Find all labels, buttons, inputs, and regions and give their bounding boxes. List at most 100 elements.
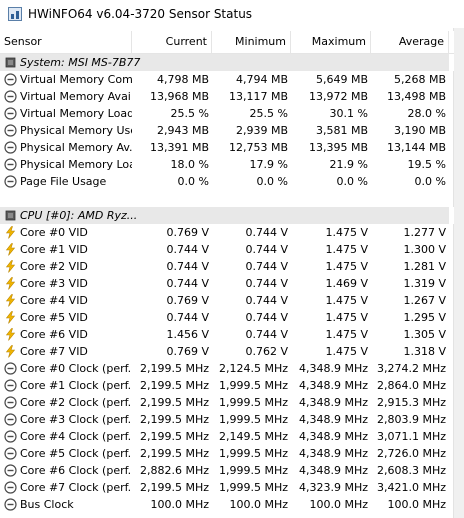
sensor-row[interactable]: Core #6 Clock (perf... 2,882.6 MHz 1,999.5… [0, 462, 454, 479]
gauge-icon [4, 175, 17, 188]
sensor-row[interactable]: Core #5 VID 0.744 V 0.744 V 1.475 V 1.295 V [0, 309, 454, 326]
sensor-row[interactable]: Core #5 Clock (perf... 2,199.5 MHz 1,999.5… [0, 445, 454, 462]
minimum-value: 0.744 V [245, 311, 288, 324]
average-value: 1.295 V [403, 311, 446, 324]
maximum-value: 1.475 V [325, 345, 368, 358]
maximum-value: 0.0 % [336, 175, 368, 188]
sensor-name-cell: Physical Memory Used [0, 122, 132, 139]
minimum-value: 0.762 V [245, 345, 288, 358]
minimum-value: 1,999.5 MHz [218, 413, 288, 426]
current-value: 1.456 V [166, 328, 209, 341]
sensor-name-cell: Core #0 Clock (perf... [0, 360, 132, 377]
average-value: 2,726.0 MHz [376, 447, 446, 460]
sensor-name: Physical Memory Load [20, 158, 132, 171]
current-value: 2,943 MB [156, 124, 209, 137]
sensor-row[interactable]: Core #7 Clock (perf... 2,199.5 MHz 1,999.5… [0, 479, 454, 496]
current-value: 2,199.5 MHz [139, 447, 209, 460]
group-label: System: MSI MS-7B77 [20, 56, 141, 69]
vertical-scrollbar[interactable] [453, 28, 464, 518]
current-value: 2,199.5 MHz [139, 396, 209, 409]
sensor-name: Core #7 VID [20, 345, 88, 358]
minimum-value: 2,939 MB [235, 124, 288, 137]
sensor-name: Core #3 VID [20, 277, 88, 290]
minimum-value: 0.744 V [245, 226, 288, 239]
sensor-row[interactable]: Core #3 Clock (perf... 2,199.5 MHz 1,999.5… [0, 411, 454, 428]
current-value: 0.769 V [166, 226, 209, 239]
sensor-row[interactable]: Core #3 VID 0.744 V 0.744 V 1.469 V 1.319 V [0, 275, 454, 292]
sensor-row[interactable]: Physical Memory Load 18.0 % 17.9 % 21.9 % 19… [0, 156, 454, 173]
sensor-name: Core #4 VID [20, 294, 88, 307]
sensor-row[interactable]: Virtual Memory Avai... 13,968 MB 13,117 MB… [0, 88, 454, 105]
sensor-group-row[interactable]: CPU [#0]: AMD Ryz... [0, 207, 454, 224]
current-value: 18.0 % [170, 158, 209, 171]
maximum-value: 1.475 V [325, 294, 368, 307]
sensor-row[interactable]: Core #4 Clock (perf... 2,199.5 MHz 2,149.5… [0, 428, 454, 445]
maximum-value: 4,348.9 MHz [298, 379, 368, 392]
average-value: 3,274.2 MHz [376, 362, 446, 375]
minimum-value: 1,999.5 MHz [218, 464, 288, 477]
sensor-row[interactable]: Core #1 Clock (perf... 2,199.5 MHz 1,999.5… [0, 377, 454, 394]
average-value: 1.318 V [403, 345, 446, 358]
sensor-name-cell: Core #6 VID [0, 326, 132, 343]
sensor-name: Physical Memory Used [20, 124, 132, 137]
sensor-row[interactable]: Physical Memory Av... 13,391 MB 12,753 MB 1… [0, 139, 454, 156]
sensor-row[interactable]: Physical Memory Used 2,943 MB 2,939 MB 3,58… [0, 122, 454, 139]
average-value: 13,498 MB [386, 90, 446, 103]
sensor-row[interactable]: Core #4 VID 0.769 V 0.744 V 1.475 V 1.267 V [0, 292, 454, 309]
average-value: 3,190 MB [393, 124, 446, 137]
sensor-name-cell: Core #4 VID [0, 292, 132, 309]
maximum-value: 4,348.9 MHz [298, 396, 368, 409]
voltage-icon [4, 243, 17, 256]
minimum-value: 12,753 MB [228, 141, 288, 154]
chip-icon [4, 56, 17, 69]
sensor-row[interactable]: Core #1 VID 0.744 V 0.744 V 1.475 V 1.300 V [0, 241, 454, 258]
sensor-name: Core #3 Clock (perf... [20, 413, 132, 426]
current-value: 0.769 V [166, 345, 209, 358]
sensor-name: Bus Clock [20, 498, 74, 511]
minimum-value: 100.0 MHz [229, 498, 288, 511]
column-header-sensor[interactable]: Sensor [0, 31, 132, 53]
sensor-name-cell: Core #1 VID [0, 241, 132, 258]
sensor-name: Virtual Memory Load [20, 107, 132, 120]
sensor-row[interactable]: Virtual Memory Com... 4,798 MB 4,794 MB 5,6… [0, 71, 454, 88]
sensor-row[interactable]: Bus Clock 100.0 MHz 100.0 MHz 100.0 MHz 100.… [0, 496, 454, 513]
maximum-value: 1.469 V [325, 277, 368, 290]
sensor-row[interactable]: Core #0 VID 0.769 V 0.744 V 1.475 V 1.277 V [0, 224, 454, 241]
voltage-icon [4, 311, 17, 324]
maximum-value: 4,348.9 MHz [298, 430, 368, 443]
maximum-value: 21.9 % [329, 158, 368, 171]
sensor-row[interactable]: Core #2 Clock (perf... 2,199.5 MHz 1,999.5… [0, 394, 454, 411]
sensor-row[interactable]: Core #2 VID 0.744 V 0.744 V 1.475 V 1.281 V [0, 258, 454, 275]
current-value: 0.744 V [166, 243, 209, 256]
sensor-name-cell: Core #7 Clock (perf... [0, 479, 132, 496]
column-header-average[interactable]: Average [371, 31, 449, 53]
gauge-icon [4, 430, 17, 443]
chip-icon [4, 209, 17, 222]
sensor-name-cell: Core #5 Clock (perf... [0, 445, 132, 462]
sensor-row[interactable]: Virtual Memory Load 25.5 % 25.5 % 30.1 % 28.… [0, 105, 454, 122]
column-header-maximum[interactable]: Maximum [291, 31, 371, 53]
sensor-name: Core #6 Clock (perf... [20, 464, 132, 477]
current-value: 4,798 MB [156, 73, 209, 86]
column-header-minimum[interactable]: Minimum [212, 31, 291, 53]
minimum-value: 0.0 % [256, 175, 288, 188]
minimum-value: 0.744 V [245, 328, 288, 341]
table-header: Sensor Current Minimum Maximum Average [0, 31, 454, 54]
sensor-row[interactable]: Core #0 Clock (perf... 2,199.5 MHz 2,124.5… [0, 360, 454, 377]
sensor-row[interactable]: Core #6 VID 1.456 V 0.744 V 1.475 V 1.305 V [0, 326, 454, 343]
gauge-icon [4, 158, 17, 171]
minimum-value: 2,149.5 MHz [218, 430, 288, 443]
sensor-group-row[interactable]: System: MSI MS-7B77 [0, 54, 454, 71]
sensor-row[interactable]: Core #7 VID 0.769 V 0.762 V 1.475 V 1.318 V [0, 343, 454, 360]
current-value: 13,391 MB [149, 141, 209, 154]
column-header-current[interactable]: Current [132, 31, 212, 53]
current-value: 2,199.5 MHz [139, 481, 209, 494]
sensor-row[interactable]: Page File Usage 0.0 % 0.0 % 0.0 % 0.0 % [0, 173, 454, 190]
sensor-name: Core #6 VID [20, 328, 88, 341]
gauge-icon [4, 107, 17, 120]
average-value: 28.0 % [407, 107, 446, 120]
sensor-name: Core #1 VID [20, 243, 88, 256]
current-value: 100.0 MHz [150, 498, 209, 511]
sensor-name-cell: Virtual Memory Com... [0, 71, 132, 88]
table-body: System: MSI MS-7B77 Virtual Memory Com...… [0, 54, 454, 513]
